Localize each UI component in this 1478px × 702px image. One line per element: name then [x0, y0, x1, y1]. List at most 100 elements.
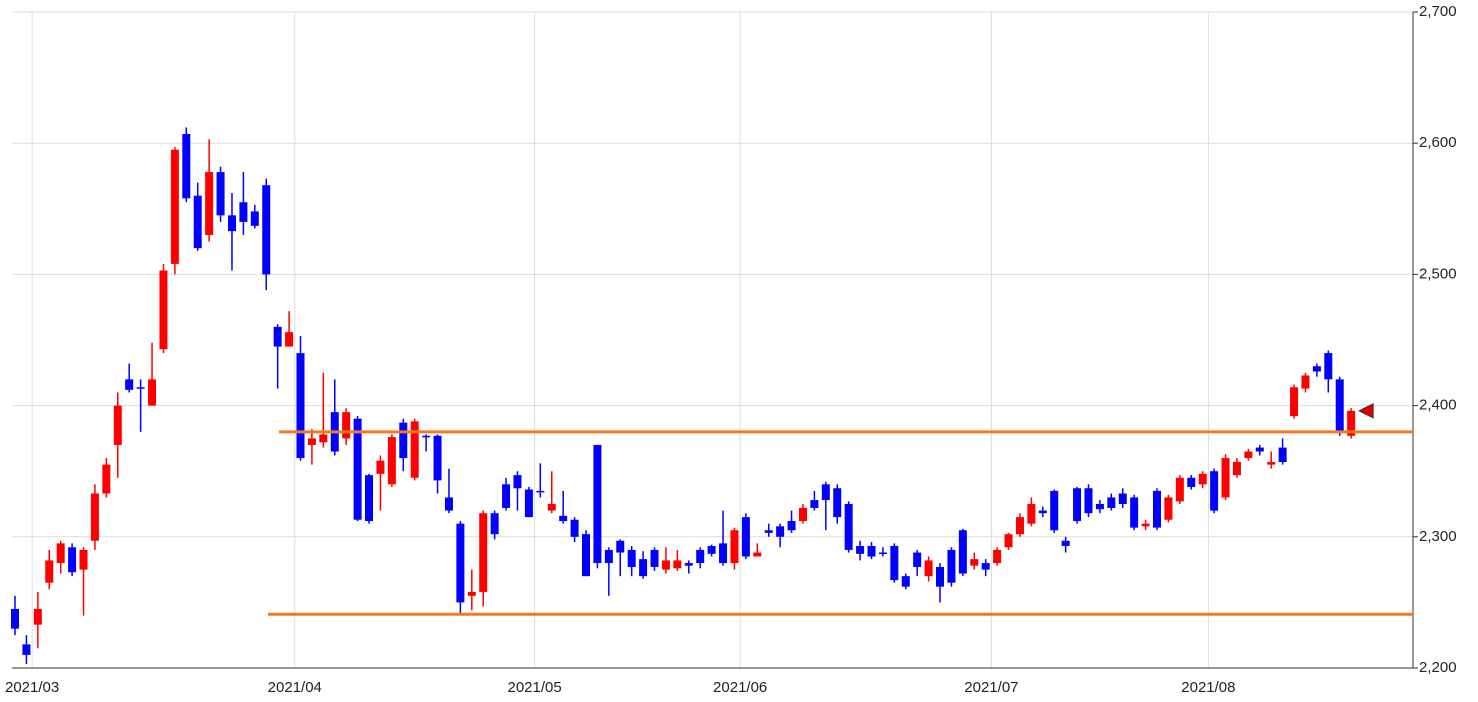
candle-body — [399, 422, 408, 459]
candle-body — [68, 547, 77, 573]
candle-body — [833, 488, 842, 518]
candle-body — [582, 534, 590, 577]
candle-body — [319, 434, 328, 443]
candle-body — [1324, 353, 1333, 380]
candle-body — [1255, 447, 1264, 452]
candle-body — [45, 560, 54, 583]
candle-body — [79, 549, 88, 570]
candle-body — [1027, 504, 1036, 524]
candle-body — [787, 521, 796, 531]
candle-body — [125, 379, 134, 390]
x-tick-label: 2021/03 — [5, 679, 59, 696]
candle-body — [730, 530, 739, 564]
candle-body — [1004, 534, 1013, 548]
candle-body — [1278, 447, 1287, 463]
candle-body — [947, 549, 956, 583]
candle-body — [250, 211, 259, 226]
candle-body — [924, 560, 933, 577]
candle-body — [707, 545, 716, 554]
candle-body — [1164, 497, 1173, 520]
x-tick-label: 2021/05 — [507, 679, 561, 696]
candle-body — [22, 644, 31, 655]
candle-body — [227, 215, 236, 232]
candle-body — [273, 326, 282, 347]
candle-body — [741, 517, 750, 557]
candle-body — [1267, 462, 1276, 465]
candle-body — [696, 549, 705, 564]
candle-body — [856, 545, 865, 554]
candle-body — [262, 185, 271, 275]
candle-body — [307, 438, 316, 445]
candle-body — [936, 566, 945, 587]
candle-body — [205, 172, 214, 236]
candle-body — [616, 540, 625, 553]
candle-body — [342, 412, 351, 439]
candle-body — [1232, 462, 1241, 476]
candle-body — [1118, 493, 1127, 504]
candle-body — [285, 332, 294, 347]
candle-body — [193, 195, 202, 249]
candle-body — [993, 549, 1002, 564]
candle-body — [604, 549, 613, 564]
candle-body — [570, 519, 579, 537]
candle-body — [136, 387, 145, 389]
candle-body — [1187, 477, 1196, 487]
candle-body — [1107, 497, 1116, 508]
candle-body — [1141, 523, 1150, 527]
candle-body — [159, 270, 168, 350]
candle-body — [650, 549, 659, 567]
x-tick-label: 2021/06 — [713, 679, 767, 696]
candle-body — [33, 608, 42, 625]
candle-body — [353, 418, 362, 520]
x-tick-label: 2021/08 — [1181, 679, 1235, 696]
y-tick-label: 2,600 — [1419, 134, 1457, 151]
candle-body — [365, 475, 374, 522]
candle-body — [502, 484, 511, 508]
candle-body — [536, 490, 545, 493]
candle-body — [958, 530, 967, 574]
candle-body — [148, 379, 157, 406]
candle-body — [821, 484, 830, 501]
candle-body — [11, 608, 19, 629]
candle-body — [673, 560, 682, 569]
candle-body — [1050, 490, 1059, 531]
candle-body — [1061, 540, 1070, 546]
candle-body — [170, 149, 179, 264]
candle-body — [1038, 510, 1047, 514]
candle-body — [1335, 379, 1344, 432]
candle-body — [56, 543, 65, 564]
candle-body — [1084, 488, 1093, 514]
candle-body — [1095, 504, 1104, 510]
y-tick-label: 2,700 — [1419, 3, 1457, 20]
x-tick-label: 2021/07 — [964, 679, 1018, 696]
candle-body — [1153, 490, 1161, 528]
candle-body — [1015, 517, 1024, 535]
candle-body — [878, 552, 887, 555]
candle-body — [1290, 387, 1299, 417]
x-tick-label: 2021/04 — [268, 679, 322, 696]
candle-body — [1221, 458, 1230, 498]
candle-body — [867, 545, 876, 557]
candle-body — [559, 515, 568, 522]
candle-body — [410, 421, 419, 478]
candle-body — [901, 576, 910, 587]
candle-body — [433, 435, 442, 481]
candle-body — [1301, 375, 1310, 389]
candle-body — [376, 460, 385, 474]
candle-body — [182, 134, 191, 199]
candle-body — [776, 526, 785, 537]
candle-body — [1175, 477, 1184, 502]
candle-body — [798, 507, 807, 522]
candle-body — [719, 543, 728, 564]
candle-body — [547, 504, 556, 511]
candle-body — [90, 493, 99, 541]
candle-body — [1073, 488, 1082, 522]
last-price-marker — [1358, 403, 1374, 419]
candle-body — [1198, 473, 1207, 485]
y-tick-label: 2,200 — [1419, 659, 1457, 676]
y-tick-label: 2,500 — [1419, 265, 1457, 282]
candle-body — [890, 545, 899, 581]
candle-body — [1130, 497, 1139, 528]
candle-body — [490, 513, 499, 535]
